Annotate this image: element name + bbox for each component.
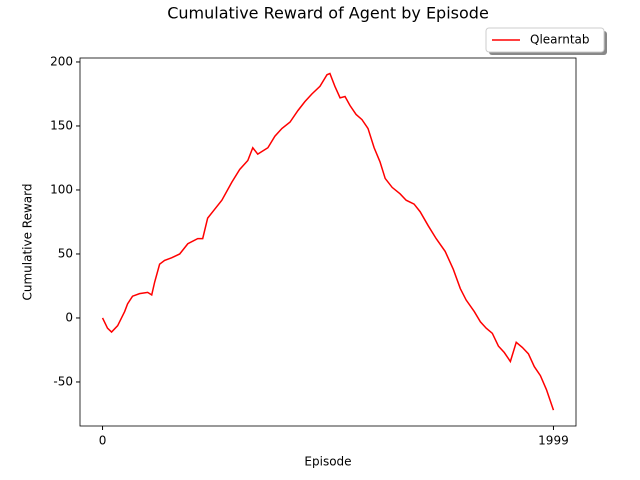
x-tick-label: 0 <box>99 434 107 448</box>
chart-title: Cumulative Reward of Agent by Episode <box>167 4 489 23</box>
x-axis-label: Episode <box>304 455 351 469</box>
y-tick-label: 100 <box>50 182 73 196</box>
y-tick-label: -50 <box>53 374 73 388</box>
y-tick-label: 0 <box>65 310 73 324</box>
y-tick-label: 200 <box>50 54 73 68</box>
data-line <box>101 72 555 411</box>
plot-frame <box>79 57 577 427</box>
y-axis-label: Cumulative Reward <box>21 184 35 301</box>
y-tick-label: 150 <box>50 118 73 132</box>
y-tick-label: 50 <box>58 246 73 260</box>
x-tick-label: 1999 <box>538 434 569 448</box>
legend-box <box>485 27 605 53</box>
legend-label: Qlearntab <box>530 33 590 47</box>
